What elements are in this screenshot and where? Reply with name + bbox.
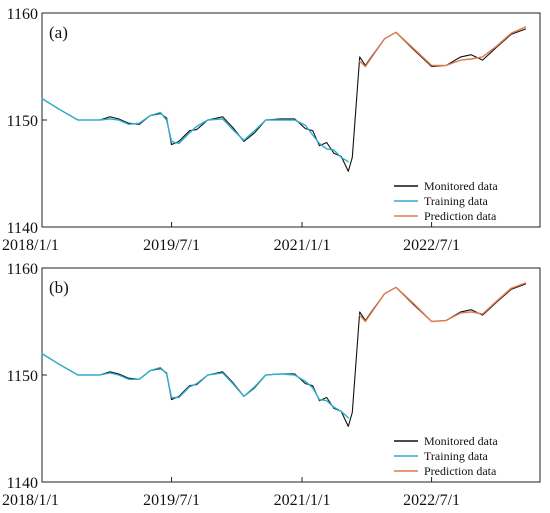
y-tick-label: 1160 [7,261,38,278]
y-tick-label: 1160 [7,6,38,23]
legend-label: Training data [424,194,489,208]
legend-label: Monitored data [424,179,498,193]
legend-label: Prediction data [424,209,497,223]
chart-panel-a: 1140 1150 1160 2018/1/1 2019/7/1 2021/1/1 2022… [2,6,541,254]
series-line-monitored-data [41,283,527,427]
x-tick-label: 2022/7/1 [403,237,460,254]
x-tick-label: 2021/1/1 [274,237,331,254]
legend-label: Training data [424,449,489,463]
y-tick-label: 1150 [7,113,38,130]
x-tick-label: 2022/7/1 [403,492,460,508]
panel-label: (a) [49,23,68,42]
panel-label: (b) [49,278,69,297]
x-tick-label: 2019/7/1 [143,237,200,254]
y-tick-label: 1140 [7,475,38,492]
series-line-training-data [41,352,349,419]
series-line-prediction-data [359,26,527,68]
x-tick-label: 2018/1/1 [2,237,59,254]
chart-panel-b: 1140 1150 1160 2018/1/1 2019/7/1 2021/1/1 2022… [2,261,541,509]
series-line-training-data [41,97,349,163]
x-tick-label: 2019/7/1 [143,492,200,508]
x-tick-label: 2021/1/1 [274,492,331,508]
series-line-monitored-data [41,28,527,172]
legend-label: Prediction data [424,464,497,478]
series-line-prediction-data [359,282,527,323]
y-tick-label: 1150 [7,368,38,385]
y-tick-label: 1140 [7,220,38,237]
x-tick-label: 2018/1/1 [2,492,59,508]
legend-label: Monitored data [424,434,498,448]
